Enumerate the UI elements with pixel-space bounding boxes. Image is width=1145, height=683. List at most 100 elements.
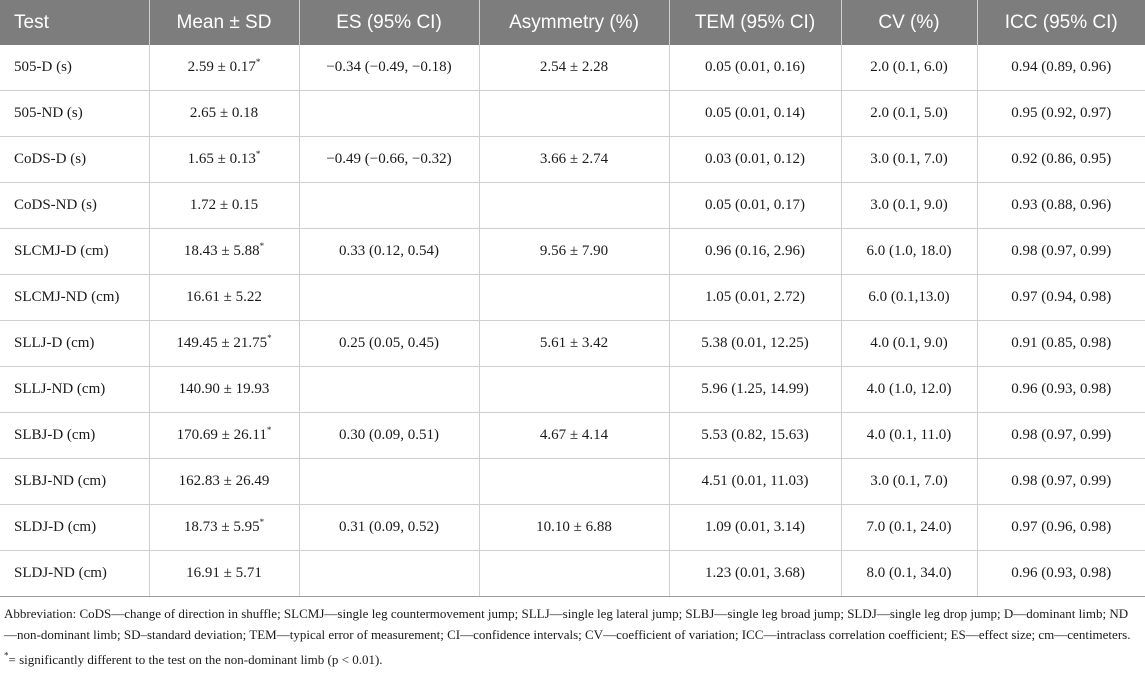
significance-note: *= significantly different to the test o… (4, 649, 1141, 670)
mean-value: 140.90 ± 19.93 (178, 381, 270, 397)
cell-cv: 4.0 (1.0, 12.0) (841, 366, 978, 413)
cell-mean-sd: 170.69 ± 26.11* (149, 412, 300, 459)
header-mean-sd: Mean ± SD (149, 0, 300, 45)
table-row: CoDS-ND (s) 1.72 ± 0.15 0.05 (0.01, 0.17) 3… (0, 182, 1145, 229)
cell-icc: 0.92 (0.86, 0.95) (977, 136, 1145, 183)
table-row: SLBJ-ND (cm) 162.83 ± 26.49 4.51 (0.01, 11… (0, 458, 1145, 505)
table-row: SLDJ-ND (cm) 16.91 ± 5.71 1.23 (0.01, 3.68… (0, 550, 1145, 597)
cell-es: 0.33 (0.12, 0.54) (299, 228, 480, 275)
cell-test: SLCMJ-ND (cm) (0, 274, 150, 321)
cell-mean-sd: 1.65 ± 0.13* (149, 136, 300, 183)
cell-tem: 0.05 (0.01, 0.16) (669, 45, 842, 91)
significance-text: = significantly different to the test on… (8, 652, 383, 667)
cell-mean-sd: 18.73 ± 5.95* (149, 504, 300, 551)
cell-icc: 0.94 (0.89, 0.96) (977, 45, 1145, 91)
table-row: SLBJ-D (cm) 170.69 ± 26.11* 0.30 (0.09, 0.… (0, 412, 1145, 459)
mean-value: 16.91 ± 5.71 (186, 565, 262, 581)
cell-test: SLBJ-ND (cm) (0, 458, 150, 505)
cell-asymmetry (479, 366, 670, 413)
cell-mean-sd: 2.65 ± 0.18 (149, 90, 300, 137)
cell-mean-sd: 16.91 ± 5.71 (149, 550, 300, 597)
significance-marker: * (259, 517, 265, 527)
cell-es: −0.49 (−0.66, −0.32) (299, 136, 480, 183)
cell-asymmetry (479, 458, 670, 505)
header-es: ES (95% CI) (299, 0, 480, 45)
cell-test: SLDJ-D (cm) (0, 504, 150, 551)
header-cv: CV (%) (841, 0, 978, 45)
cell-tem: 5.53 (0.82, 15.63) (669, 412, 842, 459)
table-row: SLCMJ-ND (cm) 16.61 ± 5.22 1.05 (0.01, 2.7… (0, 274, 1145, 321)
abbreviation-note: Abbreviation: CoDS—change of direction i… (4, 606, 1131, 642)
table-row: SLLJ-ND (cm) 140.90 ± 19.93 5.96 (1.25, 14… (0, 366, 1145, 413)
cell-cv: 8.0 (0.1, 34.0) (841, 550, 978, 597)
cell-icc: 0.93 (0.88, 0.96) (977, 182, 1145, 229)
footnotes: Abbreviation: CoDS—change of direction i… (0, 597, 1145, 670)
header-tem: TEM (95% CI) (669, 0, 842, 45)
cell-cv: 4.0 (0.1, 9.0) (841, 320, 978, 367)
cell-asymmetry: 9.56 ± 7.90 (479, 228, 670, 275)
mean-value: 16.61 ± 5.22 (186, 289, 262, 305)
cell-test: CoDS-ND (s) (0, 182, 150, 229)
table-row: SLLJ-D (cm) 149.45 ± 21.75* 0.25 (0.05, 0.… (0, 320, 1145, 367)
cell-asymmetry (479, 274, 670, 321)
cell-tem: 1.05 (0.01, 2.72) (669, 274, 842, 321)
cell-icc: 0.98 (0.97, 0.99) (977, 458, 1145, 505)
cell-es: −0.34 (−0.49, −0.18) (299, 45, 480, 91)
cell-tem: 5.96 (1.25, 14.99) (669, 366, 842, 413)
table-row: SLCMJ-D (cm) 18.43 ± 5.88* 0.33 (0.12, 0.5… (0, 228, 1145, 275)
cell-mean-sd: 162.83 ± 26.49 (149, 458, 300, 505)
cell-es (299, 182, 480, 229)
cell-icc: 0.98 (0.97, 0.99) (977, 412, 1145, 459)
mean-value: 18.43 ± 5.88 (183, 243, 260, 259)
cell-test: CoDS-D (s) (0, 136, 150, 183)
cell-es (299, 90, 480, 137)
mean-value: 162.83 ± 26.49 (178, 473, 270, 489)
cell-cv: 3.0 (0.1, 9.0) (841, 182, 978, 229)
cell-asymmetry (479, 182, 670, 229)
table-row: SLDJ-D (cm) 18.73 ± 5.95* 0.31 (0.09, 0.52… (0, 504, 1145, 551)
cell-asymmetry (479, 550, 670, 597)
cell-cv: 4.0 (0.1, 11.0) (841, 412, 978, 459)
table-row: CoDS-D (s) 1.65 ± 0.13* −0.49 (−0.66, −0.3… (0, 136, 1145, 183)
cell-icc: 0.96 (0.93, 0.98) (977, 550, 1145, 597)
cell-mean-sd: 1.72 ± 0.15 (149, 182, 300, 229)
cell-tem: 5.38 (0.01, 12.25) (669, 320, 842, 367)
mean-value: 1.65 ± 0.13 (187, 151, 256, 167)
significance-marker: * (267, 333, 272, 343)
significance-marker: * (255, 57, 261, 67)
cell-test: SLLJ-ND (cm) (0, 366, 150, 413)
cell-cv: 7.0 (0.1, 24.0) (841, 504, 978, 551)
header-icc: ICC (95% CI) (977, 0, 1145, 45)
cell-icc: 0.96 (0.93, 0.98) (977, 366, 1145, 413)
header-test: Test (0, 0, 150, 45)
cell-es (299, 366, 480, 413)
significance-marker: * (255, 149, 261, 159)
cell-mean-sd: 2.59 ± 0.17* (149, 45, 300, 91)
cell-cv: 3.0 (0.1, 7.0) (841, 136, 978, 183)
header-row: Test Mean ± SD ES (95% CI) Asymmetry (%)… (0, 0, 1145, 45)
cell-cv: 2.0 (0.1, 5.0) (841, 90, 978, 137)
table-row: 505-D (s) 2.59 ± 0.17* −0.34 (−0.49, −0.18… (0, 45, 1145, 91)
results-table: Test Mean ± SD ES (95% CI) Asymmetry (%)… (0, 0, 1145, 597)
cell-tem: 1.23 (0.01, 3.68) (669, 550, 842, 597)
cell-test: SLCMJ-D (cm) (0, 228, 150, 275)
cell-cv: 6.0 (1.0, 18.0) (841, 228, 978, 275)
cell-tem: 0.05 (0.01, 0.14) (669, 90, 842, 137)
cell-icc: 0.97 (0.96, 0.98) (977, 504, 1145, 551)
cell-tem: 0.96 (0.16, 2.96) (669, 228, 842, 275)
cell-asymmetry (479, 90, 670, 137)
cell-es (299, 550, 480, 597)
cell-mean-sd: 149.45 ± 21.75* (149, 320, 300, 367)
cell-icc: 0.97 (0.94, 0.98) (977, 274, 1145, 321)
cell-tem: 4.51 (0.01, 11.03) (669, 458, 842, 505)
cell-es (299, 274, 480, 321)
cell-tem: 0.03 (0.01, 0.12) (669, 136, 842, 183)
cell-test: SLLJ-D (cm) (0, 320, 150, 367)
table-body: 505-D (s) 2.59 ± 0.17* −0.34 (−0.49, −0.18… (0, 45, 1145, 597)
cell-test: SLDJ-ND (cm) (0, 550, 150, 597)
cell-icc: 0.98 (0.97, 0.99) (977, 228, 1145, 275)
cell-test: SLBJ-D (cm) (0, 412, 150, 459)
cell-test: 505-D (s) (0, 45, 150, 91)
cell-cv: 3.0 (0.1, 7.0) (841, 458, 978, 505)
mean-value: 2.59 ± 0.17 (187, 59, 256, 75)
